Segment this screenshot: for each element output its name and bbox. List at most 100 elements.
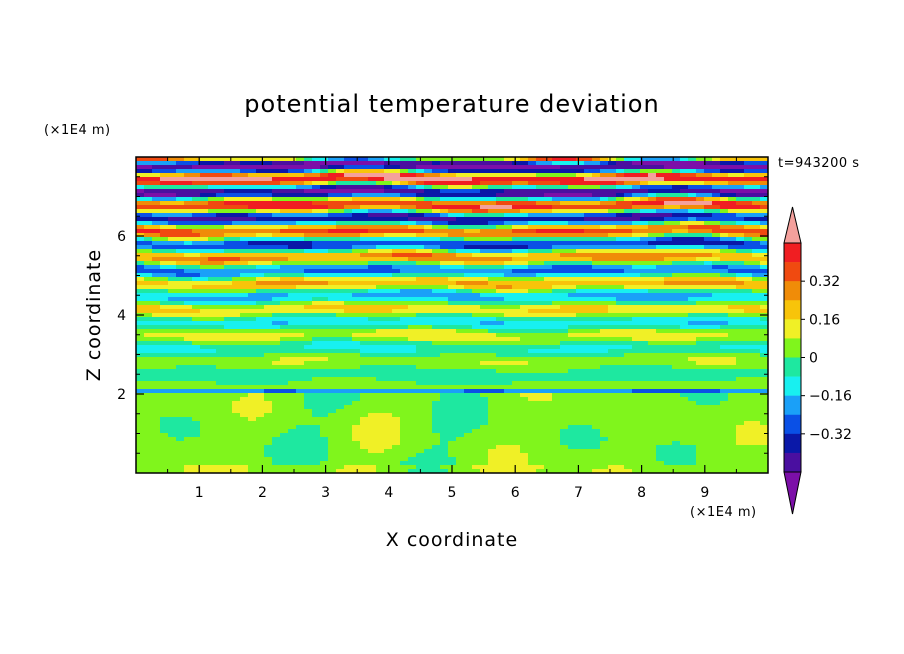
- heatmap-cell: [616, 329, 625, 334]
- heatmap-cell: [400, 293, 409, 298]
- heatmap-cell: [280, 373, 289, 378]
- heatmap-cell: [424, 229, 433, 234]
- heatmap-cell: [728, 285, 737, 290]
- heatmap-cell: [176, 369, 185, 374]
- heatmap-cell: [472, 329, 481, 334]
- heatmap-cell: [288, 369, 297, 374]
- heatmap-cell: [544, 177, 553, 182]
- heatmap-cell: [480, 245, 489, 250]
- heatmap-cell: [728, 265, 737, 270]
- heatmap-cell: [536, 313, 545, 318]
- heatmap-cell: [752, 217, 761, 222]
- heatmap-cell: [704, 341, 713, 346]
- heatmap-cell: [624, 241, 633, 246]
- heatmap-cell: [136, 401, 145, 406]
- heatmap-cell: [152, 309, 161, 314]
- heatmap-cell: [480, 393, 489, 398]
- heatmap-cell: [272, 217, 281, 222]
- heatmap-cell: [320, 229, 329, 234]
- heatmap-cell: [424, 221, 433, 226]
- heatmap-cell: [656, 341, 665, 346]
- heatmap-cell: [728, 173, 737, 178]
- heatmap-cell: [584, 341, 593, 346]
- heatmap-cell: [584, 189, 593, 194]
- heatmap-cell: [672, 353, 681, 358]
- heatmap-cell: [728, 229, 737, 234]
- heatmap-cell: [400, 197, 409, 202]
- heatmap-cell: [168, 221, 177, 226]
- heatmap-cell: [480, 377, 489, 382]
- heatmap-cell: [296, 301, 305, 306]
- heatmap-cell: [312, 373, 321, 378]
- heatmap-cell: [752, 169, 761, 174]
- heatmap-cell: [616, 381, 625, 386]
- heatmap-cell: [672, 233, 681, 238]
- heatmap-cell: [176, 389, 185, 394]
- heatmap-cell: [368, 169, 377, 174]
- heatmap-cell: [496, 181, 505, 186]
- heatmap-cell: [296, 345, 305, 350]
- heatmap-cell: [424, 309, 433, 314]
- heatmap-cell: [360, 281, 369, 286]
- heatmap-cell: [352, 321, 361, 326]
- heatmap-cell: [392, 265, 401, 270]
- heatmap-cell: [584, 361, 593, 366]
- heatmap-cell: [480, 209, 489, 214]
- heatmap-cell: [632, 277, 641, 282]
- heatmap-cell: [648, 197, 657, 202]
- heatmap-cell: [408, 385, 417, 390]
- heatmap-cell: [328, 285, 337, 290]
- heatmap-cell: [504, 277, 513, 282]
- heatmap-cell: [760, 237, 768, 242]
- heatmap-cell: [136, 285, 145, 290]
- heatmap-cell: [632, 345, 641, 350]
- heatmap-cell: [656, 365, 665, 370]
- heatmap-cell: [304, 361, 313, 366]
- heatmap-cell: [304, 401, 313, 406]
- heatmap-cell: [368, 305, 377, 310]
- heatmap-cell: [576, 281, 585, 286]
- heatmap-cell: [328, 313, 337, 318]
- heatmap-cell: [352, 181, 361, 186]
- heatmap-cell: [248, 381, 257, 386]
- heatmap-cell: [736, 233, 745, 238]
- heatmap-cell: [720, 353, 729, 358]
- heatmap-cell: [552, 293, 561, 298]
- heatmap-cell: [504, 189, 513, 194]
- heatmap-cell: [264, 221, 273, 226]
- heatmap-cell: [648, 165, 657, 170]
- heatmap-cell: [480, 385, 489, 390]
- heatmap-cell: [760, 341, 768, 346]
- heatmap-cell: [520, 213, 529, 218]
- heatmap-cell: [592, 261, 601, 266]
- heatmap-cell: [680, 237, 689, 242]
- heatmap-cell: [616, 253, 625, 258]
- heatmap-cell: [344, 229, 353, 234]
- heatmap-cell: [392, 249, 401, 254]
- heatmap-cell: [200, 169, 209, 174]
- heatmap-cell: [184, 197, 193, 202]
- heatmap-cell: [624, 229, 633, 234]
- heatmap-cell: [320, 269, 329, 274]
- heatmap-cell: [480, 257, 489, 262]
- heatmap-cell: [464, 397, 473, 402]
- heatmap-cell: [552, 273, 561, 278]
- heatmap-cell: [192, 301, 201, 306]
- heatmap-cell: [696, 169, 705, 174]
- heatmap-cell: [416, 373, 425, 378]
- heatmap-cell: [136, 333, 145, 338]
- heatmap-cell: [136, 257, 145, 262]
- heatmap-cell: [616, 293, 625, 298]
- heatmap-cell: [696, 277, 705, 282]
- heatmap-cell: [328, 297, 337, 302]
- heatmap-cell: [528, 357, 537, 362]
- heatmap-cell: [504, 333, 513, 338]
- heatmap-cell: [672, 301, 681, 306]
- heatmap-cell: [224, 313, 233, 318]
- heatmap-cell: [728, 213, 737, 218]
- heatmap-cell: [136, 249, 145, 254]
- heatmap-cell: [712, 217, 721, 222]
- heatmap-cell: [528, 165, 537, 170]
- heatmap-cell: [496, 233, 505, 238]
- heatmap-cell: [656, 381, 665, 386]
